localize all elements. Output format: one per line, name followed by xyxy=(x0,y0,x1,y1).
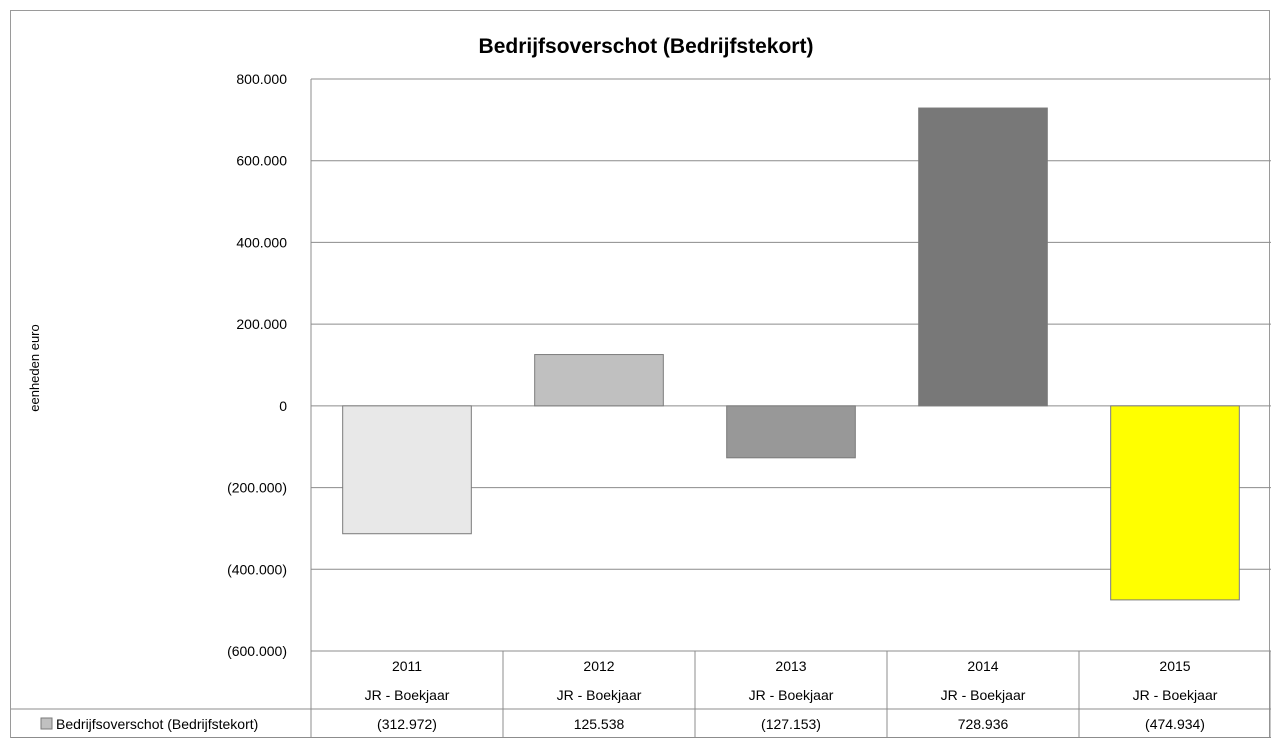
data-label: 728.936 xyxy=(958,716,1009,732)
bar-2012 xyxy=(534,354,664,407)
legend-label: Bedrijfsoverschot (Bedrijfstekort) xyxy=(56,716,258,732)
x-tick-label: 2012 xyxy=(583,658,614,674)
data-table: 2011 JR - Boekjaar (312.972) 2012 JR - Boekj… xyxy=(11,650,1271,738)
y-tick-label: 600.000 xyxy=(236,153,287,169)
data-label: 125.538 xyxy=(574,716,625,732)
chart-frame: Bedrijfsoverschot (Bedrijfstekort) eenhe… xyxy=(10,10,1271,738)
y-tick-label: (600.000) xyxy=(227,643,287,659)
bar-2013 xyxy=(726,405,856,459)
x-tick-label: 2013 xyxy=(775,658,806,674)
y-tick-label: (200.000) xyxy=(227,480,287,496)
x-tick-sublabel: JR - Boekjaar xyxy=(557,687,642,703)
y-tick-label: 800.000 xyxy=(236,71,287,87)
y-axis-ticks: 800.000 600.000 400.000 200.000 0 (200.000) (4… xyxy=(227,71,287,659)
y-tick-label: 400.000 xyxy=(236,234,287,250)
y-tick-label: (400.000) xyxy=(227,561,287,577)
x-tick-sublabel: JR - Boekjaar xyxy=(1133,687,1218,703)
bar-chart: Bedrijfsoverschot (Bedrijfstekort) eenhe… xyxy=(11,35,1271,738)
data-label: (312.972) xyxy=(377,716,437,732)
legend-swatch xyxy=(40,717,53,730)
data-label: (127.153) xyxy=(761,716,821,732)
x-tick-sublabel: JR - Boekjaar xyxy=(365,687,450,703)
x-tick-label: 2015 xyxy=(1159,658,1190,674)
bar-2011 xyxy=(342,405,472,535)
chart-title: Bedrijfsoverschot (Bedrijfstekort) xyxy=(479,35,814,58)
x-tick-sublabel: JR - Boekjaar xyxy=(941,687,1026,703)
x-tick-label: 2011 xyxy=(392,658,422,674)
y-axis-title: eenheden euro xyxy=(27,324,42,411)
x-tick-label: 2014 xyxy=(967,658,998,674)
bar-2014 xyxy=(918,107,1048,407)
bars xyxy=(342,107,1240,601)
y-tick-label: 0 xyxy=(279,398,287,414)
y-tick-label: 200.000 xyxy=(236,316,287,332)
x-tick-sublabel: JR - Boekjaar xyxy=(749,687,834,703)
bar-2015 xyxy=(1110,405,1240,601)
data-label: (474.934) xyxy=(1145,716,1205,732)
